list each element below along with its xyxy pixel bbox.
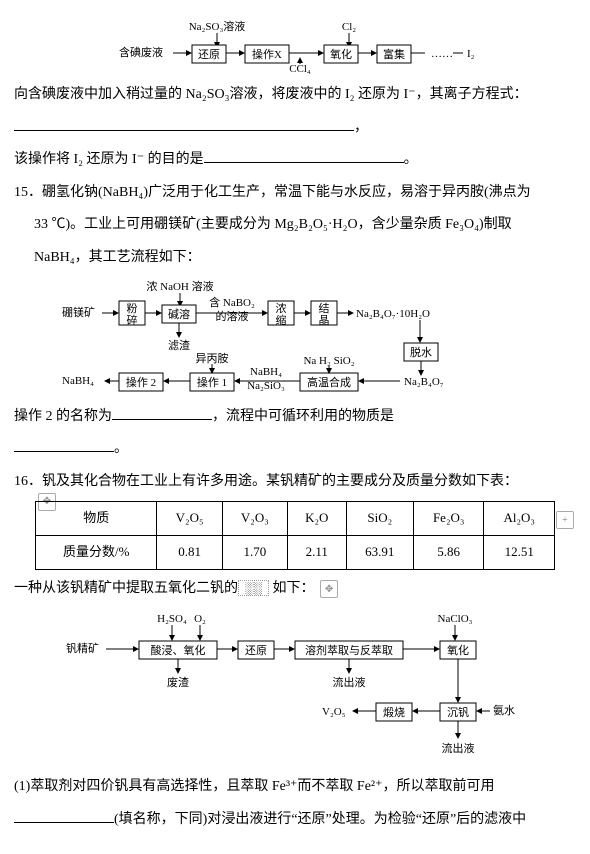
svg-text:滤渣: 滤渣: [168, 338, 190, 352]
svg-text:晶: 晶: [319, 314, 330, 327]
svg-text:V₂O₅: V₂O₅: [322, 706, 346, 718]
svg-text:粉: 粉: [127, 302, 138, 315]
top-flow-left: 含碘废液: [119, 45, 163, 59]
svg-text:的溶液: 的溶液: [216, 309, 249, 323]
svg-text:沉钒: 沉钒: [447, 705, 469, 719]
svg-text:含 NaBO₂: 含 NaBO₂: [209, 295, 255, 309]
svg-text:酸浸、氧化: 酸浸、氧化: [151, 643, 206, 657]
svg-text:异丙胺: 异丙胺: [196, 351, 229, 365]
svg-text:还原: 还原: [245, 644, 267, 657]
svg-text:O₂: O₂: [194, 613, 206, 625]
masked-text: ░░: [238, 580, 269, 596]
q15-flow-diagram: 浓 NaOH 溶液 硼镁矿 粉碎 碱溶 含 NaBO₂ 的溶液 浓缩 结晶 Na…: [14, 278, 576, 398]
top-flow-in-top: Na₂SO₃溶液: [189, 20, 246, 33]
q16-line1: 16．钒及其化合物在工业上有许多用途。某钒精矿的主要成分及质量分数如下表： ✥: [14, 469, 576, 496]
svg-text:硼镁矿: 硼镁矿: [62, 305, 95, 319]
top-flow-in-top2: Cl₂: [342, 21, 356, 33]
svg-text:流出液: 流出液: [442, 741, 475, 755]
q14-blank1: ，: [14, 115, 576, 142]
svg-text:富集: 富集: [383, 47, 405, 61]
svg-text:氧化: 氧化: [447, 643, 469, 657]
q16-table-wrap: 物质 V₂O₅ V₂O₃ K₂O SiO₂ Fe₂O₃ Al₂O₃ 质量分数/%…: [14, 501, 576, 569]
svg-text:溶剂萃取与反萃取: 溶剂萃取与反萃取: [305, 643, 393, 657]
svg-text:还原: 还原: [198, 48, 220, 61]
svg-text:碎: 碎: [127, 313, 138, 327]
svg-text:……: ……: [431, 48, 453, 60]
svg-text:流出液: 流出液: [333, 675, 366, 689]
q15-line2: 33 ℃)。工业上可用硼镁矿(主要成分为 Mg₂B₂O₅·H₂O，含少量杂质 F…: [34, 212, 576, 239]
svg-text:碱溶: 碱溶: [168, 307, 190, 321]
q16-number: 16．: [14, 474, 42, 489]
svg-text:结: 结: [319, 302, 330, 315]
svg-text:操作 2: 操作 2: [126, 375, 156, 389]
q16-line2: 一种从该钒精矿中提取五氧化二钒的░░ 如下： ✥: [14, 576, 576, 603]
composition-table: 物质 V₂O₅ V₂O₃ K₂O SiO₂ Fe₂O₃ Al₂O₃ 质量分数/%…: [35, 501, 555, 569]
q15-number: 15．: [14, 185, 42, 200]
svg-text:氨水: 氨水: [493, 704, 515, 717]
svg-text:H₂SO₄: H₂SO₄: [157, 613, 187, 625]
svg-text:钒精矿: 钒精矿: [66, 641, 99, 655]
svg-text:I₂: I₂: [467, 48, 475, 60]
svg-text:NaBH₄: NaBH₄: [62, 375, 94, 387]
top-flow-diagram: Na₂SO₃溶液 Cl₂ 含碘废液 还原 操作X 氧化 富集 …… I₂ CCl…: [14, 20, 576, 76]
svg-text:Na₂SiO₃: Na₂SiO₃: [247, 380, 285, 392]
q16-part1-line2: (填名称，下同)对浸出液进行“还原”处理。为检验“还原”后的滤液中: [14, 807, 576, 834]
svg-text:氧化: 氧化: [330, 47, 352, 61]
svg-text:浓 NaOH 溶液: 浓 NaOH 溶液: [146, 279, 213, 293]
svg-text:浓: 浓: [276, 302, 287, 315]
svg-text:NaBH₄: NaBH₄: [250, 366, 282, 378]
svg-text:操作 1: 操作 1: [197, 375, 227, 389]
plus-anchor-icon: +: [556, 511, 574, 529]
svg-text:废渣: 废渣: [167, 675, 189, 689]
svg-text:缩: 缩: [276, 314, 287, 327]
anchor-icon-2: ✥: [320, 580, 338, 598]
svg-text:Na H₂ SiO₂: Na H₂ SiO₂: [303, 355, 354, 367]
td-massfrac: 质量分数/%: [36, 536, 157, 570]
svg-text:煅烧: 煅烧: [383, 705, 405, 719]
q14-para2: 该操作将 I₂ 还原为 I⁻ 的目的是。: [14, 147, 576, 174]
svg-text:脱水: 脱水: [410, 345, 432, 359]
svg-text:操作X: 操作X: [252, 47, 282, 61]
q15-blank: 。: [14, 436, 576, 463]
svg-text:NaClO₃: NaClO₃: [438, 613, 473, 625]
q14-para1: 向含碘废液中加入稍过量的 Na₂SO₃溶液，将废液中的 I₂ 还原为 I⁻，其离…: [14, 82, 576, 109]
top-flow-ccl4: CCl₄: [289, 63, 311, 75]
q16-flow-diagram: H₂SO₄ O₂ 钒精矿 酸浸、氧化 还原 溶剂萃取与反萃取 NaClO₃ 氧化…: [14, 608, 576, 768]
th-substance: 物质: [36, 502, 157, 536]
q15-line4b: ，流程中可循环利用的物质是: [212, 409, 394, 424]
q15-line4: 操作 2 的名称为，流程中可循环利用的物质是: [14, 404, 576, 431]
svg-text:高温合成: 高温合成: [307, 375, 351, 389]
q15-line1: 15．硼氢化钠(NaBH₄)广泛用于化工生产，常温下能与水反应，易溶于异丙胺(沸…: [14, 180, 576, 207]
q15-line3: NaBH₄，其工艺流程如下：: [34, 245, 576, 272]
q16-part1-line1: (1)萃取剂对四价钒具有高选择性，且萃取 Fe³⁺而不萃取 Fe²⁺，所以萃取前…: [14, 774, 576, 801]
svg-text:Na₂B₄O₇: Na₂B₄O₇: [404, 376, 444, 388]
svg-text:Na₂B₄O₇·10H₂O: Na₂B₄O₇·10H₂O: [356, 308, 430, 320]
